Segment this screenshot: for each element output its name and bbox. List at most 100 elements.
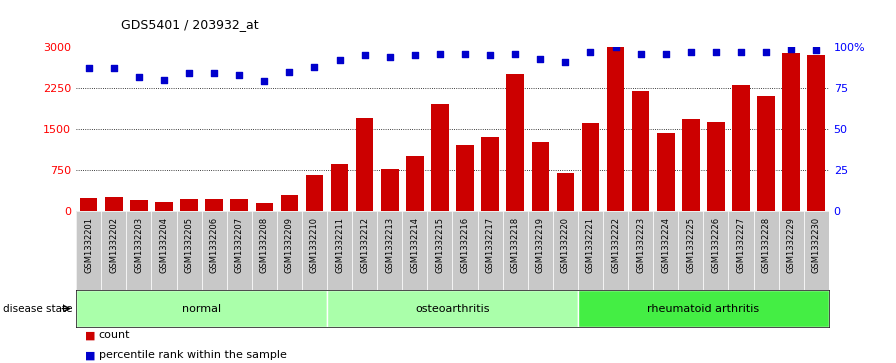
Text: GSM1332220: GSM1332220 xyxy=(561,217,570,273)
Bar xyxy=(807,55,825,211)
Bar xyxy=(277,211,302,290)
Bar xyxy=(331,164,349,211)
Bar xyxy=(431,104,449,211)
Bar xyxy=(101,211,126,290)
Text: GSM1332209: GSM1332209 xyxy=(285,217,294,273)
Point xyxy=(433,51,447,57)
Bar xyxy=(707,122,725,211)
Bar xyxy=(406,156,424,211)
Bar xyxy=(779,211,804,290)
Point xyxy=(232,72,246,78)
Text: rheumatoid arthritis: rheumatoid arthritis xyxy=(647,303,760,314)
Point xyxy=(157,77,171,83)
Bar xyxy=(105,197,123,211)
Text: GSM1332229: GSM1332229 xyxy=(787,217,796,273)
Point xyxy=(383,54,397,60)
Bar xyxy=(76,290,327,327)
Text: GSM1332210: GSM1332210 xyxy=(310,217,319,273)
Text: GSM1332219: GSM1332219 xyxy=(536,217,545,273)
Bar xyxy=(653,211,678,290)
Text: GSM1332230: GSM1332230 xyxy=(812,217,821,273)
Point xyxy=(633,51,648,57)
Text: percentile rank within the sample: percentile rank within the sample xyxy=(99,350,287,360)
Bar xyxy=(804,211,829,290)
Bar xyxy=(427,211,452,290)
Bar xyxy=(578,211,603,290)
Point xyxy=(809,48,823,53)
Bar xyxy=(126,211,151,290)
Text: GSM1332211: GSM1332211 xyxy=(335,217,344,273)
Bar xyxy=(754,211,779,290)
Bar xyxy=(327,211,352,290)
Point xyxy=(307,64,322,70)
Bar xyxy=(227,211,252,290)
Bar xyxy=(377,211,402,290)
Bar xyxy=(452,211,478,290)
Bar xyxy=(76,211,101,290)
Point xyxy=(734,49,748,55)
Text: GSM1332212: GSM1332212 xyxy=(360,217,369,273)
Bar xyxy=(478,211,503,290)
Bar xyxy=(402,211,427,290)
Bar xyxy=(230,199,248,211)
Text: GSM1332203: GSM1332203 xyxy=(134,217,143,273)
Point xyxy=(659,51,673,57)
Point xyxy=(332,57,347,63)
Bar xyxy=(151,211,177,290)
Text: GSM1332228: GSM1332228 xyxy=(762,217,771,273)
Text: GSM1332208: GSM1332208 xyxy=(260,217,269,273)
Bar xyxy=(205,199,223,211)
Point xyxy=(533,56,547,61)
Point xyxy=(608,44,623,50)
Text: GSM1332204: GSM1332204 xyxy=(159,217,168,273)
Point xyxy=(558,59,573,65)
Point xyxy=(282,69,297,74)
Text: GSM1332224: GSM1332224 xyxy=(661,217,670,273)
Bar xyxy=(553,211,578,290)
Text: GSM1332218: GSM1332218 xyxy=(511,217,520,273)
Bar xyxy=(628,211,653,290)
Text: count: count xyxy=(99,330,130,340)
Point xyxy=(508,51,522,57)
Bar xyxy=(280,195,298,211)
Point xyxy=(132,74,146,79)
Bar xyxy=(528,211,553,290)
Bar xyxy=(252,211,277,290)
Point xyxy=(483,52,497,58)
Text: GSM1332221: GSM1332221 xyxy=(586,217,595,273)
Point xyxy=(684,49,698,55)
Point xyxy=(82,65,96,71)
Point xyxy=(207,70,221,76)
Text: GSM1332216: GSM1332216 xyxy=(461,217,470,273)
Bar xyxy=(782,53,800,211)
Bar xyxy=(506,74,524,211)
Bar xyxy=(732,85,750,211)
Bar xyxy=(180,199,198,211)
Bar xyxy=(80,198,98,211)
Bar xyxy=(302,211,327,290)
Bar xyxy=(356,118,374,211)
Bar xyxy=(352,211,377,290)
Point xyxy=(408,52,422,58)
Text: GDS5401 / 203932_at: GDS5401 / 203932_at xyxy=(121,18,259,31)
Text: GSM1332227: GSM1332227 xyxy=(737,217,745,273)
Bar xyxy=(202,211,227,290)
Bar xyxy=(481,137,499,211)
Text: GSM1332217: GSM1332217 xyxy=(486,217,495,273)
Point xyxy=(583,49,598,55)
Bar xyxy=(306,175,323,211)
Text: GSM1332201: GSM1332201 xyxy=(84,217,93,273)
Bar xyxy=(155,201,173,211)
Bar xyxy=(757,96,775,211)
Bar xyxy=(582,123,599,211)
Point xyxy=(107,65,121,71)
Text: GSM1332225: GSM1332225 xyxy=(686,217,695,273)
Text: ■: ■ xyxy=(85,350,96,360)
Text: GSM1332214: GSM1332214 xyxy=(410,217,419,273)
Text: GSM1332215: GSM1332215 xyxy=(435,217,444,273)
Bar xyxy=(682,119,700,211)
Point xyxy=(358,52,372,58)
Text: osteoarthritis: osteoarthritis xyxy=(415,303,490,314)
Bar xyxy=(255,203,273,211)
Bar xyxy=(456,145,474,211)
